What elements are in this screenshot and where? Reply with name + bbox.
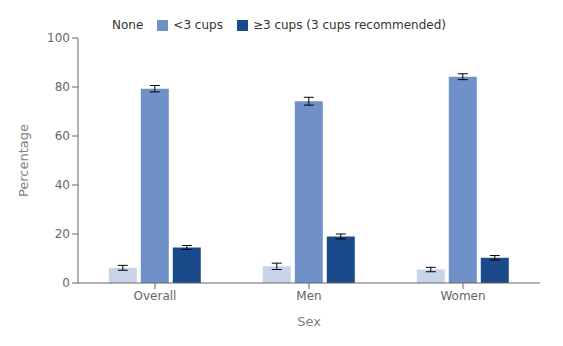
svg-text:Women: Women <box>440 289 485 303</box>
svg-text:40: 40 <box>55 178 70 192</box>
svg-text:Percentage: Percentage <box>16 124 31 197</box>
html-text:None: None <box>112 18 144 32</box>
svg-text:100: 100 <box>47 31 70 45</box>
svg-text:60: 60 <box>55 129 70 143</box>
html-text:≥3 cups (3 cups recommended): ≥3 cups (3 cups recommended) <box>252 18 446 32</box>
svg-text:20: 20 <box>55 227 70 241</box>
svg-text:80: 80 <box>55 80 70 94</box>
svg-text:0: 0 <box>62 276 70 290</box>
html-text:<3 cups: <3 cups <box>173 18 223 32</box>
svg-text:Men: Men <box>296 289 321 303</box>
svg-text:Overall: Overall <box>134 289 177 303</box>
svg-text:Sex: Sex <box>297 314 321 329</box>
